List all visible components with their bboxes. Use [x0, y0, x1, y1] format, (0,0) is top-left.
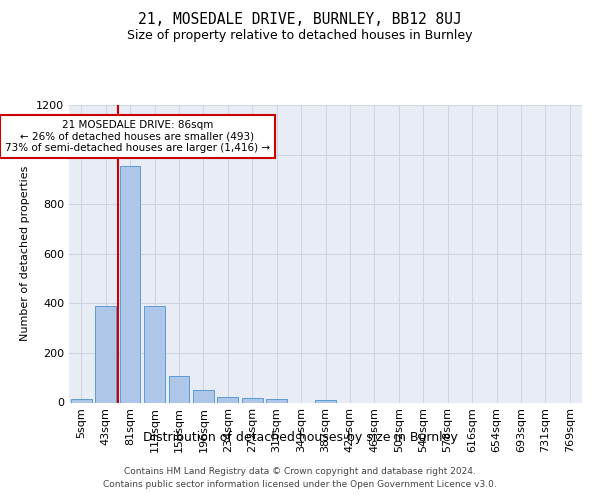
Bar [242, 398, 263, 402]
Text: Distribution of detached houses by size in Burnley: Distribution of detached houses by size … [143, 431, 457, 444]
Bar [266, 400, 287, 402]
Text: 21 MOSEDALE DRIVE: 86sqm
← 26% of detached houses are smaller (493)
73% of semi-: 21 MOSEDALE DRIVE: 86sqm ← 26% of detach… [5, 120, 270, 153]
Text: 21, MOSEDALE DRIVE, BURNLEY, BB12 8UJ: 21, MOSEDALE DRIVE, BURNLEY, BB12 8UJ [138, 12, 462, 28]
Bar [95, 306, 116, 402]
Text: Contains HM Land Registry data © Crown copyright and database right 2024.: Contains HM Land Registry data © Crown c… [124, 467, 476, 476]
Bar [144, 306, 165, 402]
Text: Contains public sector information licensed under the Open Government Licence v3: Contains public sector information licen… [103, 480, 497, 489]
Y-axis label: Number of detached properties: Number of detached properties [20, 166, 31, 342]
Bar [193, 390, 214, 402]
Bar [169, 376, 190, 402]
Text: Size of property relative to detached houses in Burnley: Size of property relative to detached ho… [127, 28, 473, 42]
Bar [119, 166, 140, 402]
Bar [71, 399, 92, 402]
Bar [315, 400, 336, 402]
Bar [217, 397, 238, 402]
